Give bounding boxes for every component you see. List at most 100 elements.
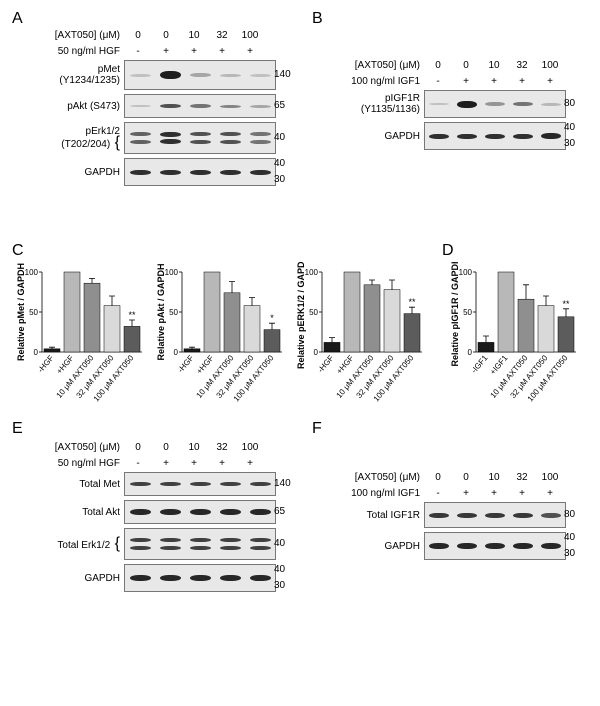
- band: [457, 543, 477, 549]
- panel-d-label: D: [442, 242, 454, 260]
- band: [160, 509, 181, 515]
- blot-row: Total Akt 65: [20, 500, 310, 524]
- stim-label: 100 ng/ml IGF1: [320, 76, 424, 87]
- svg-text:**: **: [408, 297, 416, 307]
- blot-row-label: pIGF1R(Y1135/1136): [320, 93, 424, 115]
- band: [220, 509, 241, 515]
- bar: [558, 317, 574, 352]
- blot-box: [424, 122, 566, 150]
- panel-f-western: [AXT050] (μM)001032100100 ng/ml IGF1-+++…: [320, 470, 590, 564]
- band: [190, 104, 211, 108]
- svg-text:100: 100: [305, 268, 319, 277]
- blot-box: [124, 472, 276, 496]
- blot-row: Total Met140: [20, 472, 310, 496]
- stim-value: -: [424, 76, 452, 87]
- panel-e-label: E: [12, 420, 23, 438]
- band: [190, 509, 211, 515]
- mw-label: 65: [274, 506, 285, 517]
- blot-row-label: Total Met: [20, 479, 124, 490]
- chart-pigf1r: Relative pIGF1R / GAPDH050100-IGF1+IGF11…: [450, 262, 580, 412]
- mw-label: 30: [274, 174, 285, 185]
- bar: [324, 342, 340, 352]
- svg-text:-HGF: -HGF: [176, 353, 196, 374]
- blot-box: [424, 90, 566, 118]
- band: [250, 509, 271, 515]
- band: [220, 132, 241, 136]
- mw-label: 40: [274, 564, 285, 575]
- bar: [384, 290, 400, 352]
- conc-value: 0: [452, 472, 480, 483]
- bar: [478, 342, 494, 352]
- band: [485, 102, 505, 106]
- stim-value: +: [452, 488, 480, 499]
- barchart-svg: Relative pIGF1R / GAPDH050100-IGF1+IGF11…: [450, 262, 580, 412]
- band: [190, 575, 211, 581]
- band: [160, 132, 181, 137]
- band: [190, 482, 211, 486]
- conc-value: 0: [424, 60, 452, 71]
- bar: [184, 349, 200, 352]
- conc-value: 100: [536, 472, 564, 483]
- stim-value: +: [236, 46, 264, 57]
- band: [429, 134, 449, 139]
- conc-value: 100: [536, 60, 564, 71]
- stim-value: +: [180, 458, 208, 469]
- band: [457, 101, 477, 108]
- blot-row: Total IGF1R80: [320, 502, 590, 528]
- svg-text:-HGF: -HGF: [36, 353, 56, 374]
- band: [457, 134, 477, 139]
- blot-box: [124, 122, 276, 154]
- svg-text:-HGF: -HGF: [316, 353, 336, 374]
- blot-box: [124, 94, 276, 118]
- stim-value: +: [236, 458, 264, 469]
- svg-text:**: **: [128, 310, 136, 320]
- bar: [44, 349, 60, 352]
- blot-box: [424, 502, 566, 528]
- band: [160, 482, 181, 486]
- stim-value: +: [508, 488, 536, 499]
- band: [160, 170, 181, 175]
- band: [513, 543, 533, 549]
- mw-label: 80: [564, 98, 575, 109]
- blot-row-label: Total Erk1/2 {: [20, 538, 124, 551]
- band: [220, 482, 241, 486]
- conc-value: 32: [208, 442, 236, 453]
- bar: [498, 272, 514, 352]
- band: [250, 132, 271, 136]
- blot-row-label: Total Akt: [20, 507, 124, 518]
- band: [190, 73, 211, 77]
- blot-row: pIGF1R(Y1135/1136) 80: [320, 90, 590, 118]
- band: [250, 575, 271, 581]
- bar: [538, 306, 554, 352]
- band: [541, 513, 561, 518]
- svg-text:-IGF1: -IGF1: [469, 353, 489, 375]
- mw-label: 30: [564, 138, 575, 149]
- chart-perk: Relative pERK1/2 / GAPDH050100-HGF+HGF10…: [296, 262, 426, 412]
- blot-row-label: GAPDH: [20, 167, 124, 178]
- band: [250, 140, 271, 144]
- mw-label: 40: [274, 158, 285, 169]
- bar: [264, 330, 280, 352]
- band: [130, 105, 151, 107]
- svg-text:Relative pMet / GAPDH: Relative pMet / GAPDH: [16, 263, 26, 361]
- blot-row-label: pAkt (S473): [20, 101, 124, 112]
- conc-value: 32: [508, 60, 536, 71]
- mw-label: 140: [274, 69, 291, 80]
- conc-label: [AXT050] (μM): [320, 472, 424, 483]
- bar: [124, 326, 140, 352]
- conc-value: 0: [124, 30, 152, 41]
- svg-text:0: 0: [314, 348, 319, 357]
- band: [130, 546, 151, 550]
- band: [429, 103, 449, 105]
- conc-value: 0: [452, 60, 480, 71]
- band: [485, 543, 505, 549]
- band: [513, 513, 533, 518]
- stim-value: +: [508, 76, 536, 87]
- svg-text:50: 50: [29, 308, 38, 317]
- blot-row: pAkt (S473)65: [20, 94, 310, 118]
- blot-row-label: GAPDH: [320, 131, 424, 142]
- blot-box: [124, 528, 276, 560]
- band: [250, 105, 271, 108]
- blot-row-label: GAPDH: [320, 541, 424, 552]
- stim-label: 50 ng/ml HGF: [20, 458, 124, 469]
